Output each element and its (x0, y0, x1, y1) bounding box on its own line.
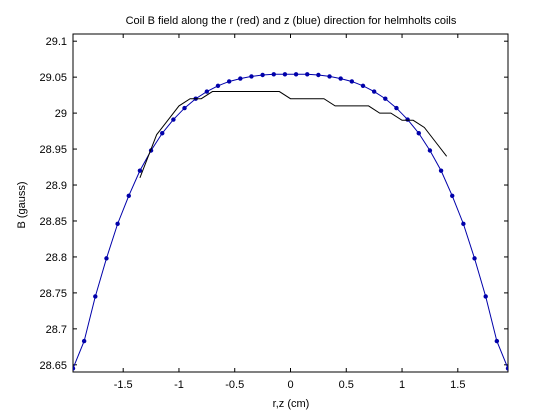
series-2-line (139, 91, 448, 179)
series-1-point (238, 76, 243, 81)
series-1-point (505, 366, 508, 371)
series-1-point (427, 148, 433, 153)
y-tick-label: 28.75 (39, 288, 67, 300)
series-1-point (349, 79, 355, 84)
x-tick-label: 1.5 (450, 379, 465, 391)
series-1-point (383, 96, 388, 101)
y-tick-label: 28.7 (46, 324, 67, 336)
series-1-point (171, 117, 176, 122)
series-1-point (494, 338, 500, 344)
series-1-point (226, 79, 232, 84)
series-1-point (450, 193, 455, 199)
y-tick-label: 28.9 (46, 180, 67, 192)
y-tick-label: 28.8 (46, 252, 67, 264)
x-tick-label: -1 (174, 379, 184, 391)
series-1-point (327, 74, 332, 79)
y-tick-label: 29.1 (46, 36, 67, 48)
series-1-point (271, 72, 276, 77)
series-1-point (215, 83, 221, 88)
series-1-line (73, 73, 508, 369)
plot-area: -1.5 -1 -0.5 0 0.5 1 1.5 28.65 28.7 28.75 28.8 28.8… (39, 33, 509, 391)
series-1-point (260, 72, 265, 78)
series-1-point (126, 193, 131, 199)
series-1-point (73, 366, 76, 371)
series-1-point (115, 221, 120, 227)
series-1-point (293, 72, 299, 77)
series-1-point (137, 168, 143, 173)
series-1-point (394, 105, 399, 111)
series-1-point (81, 338, 87, 344)
series-1-point (204, 89, 210, 94)
series-2 (139, 91, 448, 179)
y-tick-label: 29.05 (39, 72, 67, 84)
series-1-point (371, 89, 377, 94)
y-tick-label: 28.85 (39, 216, 67, 228)
series-1-point (483, 294, 488, 299)
chart-title: Coil B field along the r (red) and z (bl… (126, 15, 457, 27)
y-tick-label: 28.65 (39, 360, 67, 372)
axes-box (72, 33, 509, 373)
x-tick-label: -0.5 (225, 379, 244, 391)
x-tick-label: 0 (287, 379, 293, 391)
series-1-point (438, 168, 444, 173)
series-1-point (160, 131, 165, 136)
x-tick-label: -1.5 (114, 379, 133, 391)
y-tick-label: 29 (55, 108, 67, 120)
y-axis-label: B (gauss) (16, 181, 28, 228)
series-1-point (249, 74, 254, 79)
series-1-point (104, 256, 109, 261)
series-1-point (338, 76, 343, 81)
series-1-point (182, 105, 187, 111)
series-1-point (472, 256, 477, 261)
x-tick-label: 0.5 (339, 379, 354, 391)
series-1-point (416, 131, 421, 136)
series-1-point (316, 72, 321, 78)
series-1-point (305, 72, 310, 77)
x-axis-label: r,z (cm) (273, 398, 310, 410)
series-1-point (282, 72, 288, 77)
series-1-point (93, 294, 98, 299)
series-1 (73, 72, 508, 371)
series-1-point (360, 83, 366, 88)
series-1-point (461, 221, 466, 227)
x-tick-label: 1 (399, 379, 405, 391)
y-tick-label: 28.95 (39, 144, 67, 156)
series-1-point (405, 117, 410, 122)
